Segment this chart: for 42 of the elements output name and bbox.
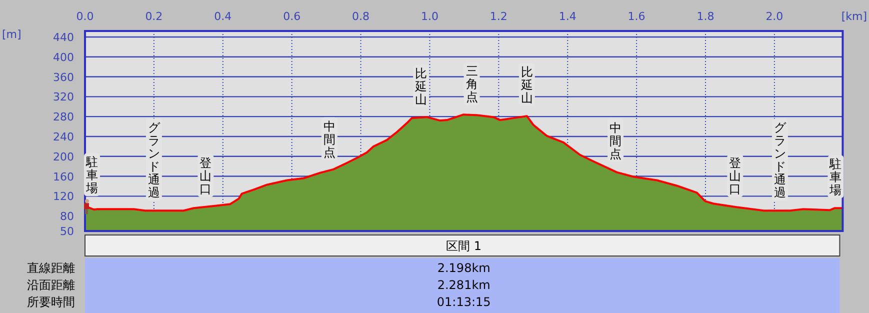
annotation: 比延山: [520, 65, 533, 106]
y-tick-label: 50: [60, 225, 74, 238]
y-tick-label: 360: [53, 70, 74, 84]
annotation: 比延山: [414, 66, 428, 107]
text: 沿面距離: [27, 278, 75, 292]
x-tick-label: 1.6: [628, 10, 646, 23]
text: 2.198km: [437, 261, 490, 275]
y-tick-label: 160: [53, 170, 74, 184]
y-tick-label: 200: [53, 150, 74, 164]
y-tick-label: 120: [53, 190, 74, 204]
annotation: 登山口: [200, 156, 212, 196]
x-tick-label: 1.2: [490, 10, 508, 23]
x-tick-label: 1.4: [558, 10, 576, 23]
y-tick-label: 400: [53, 50, 74, 64]
y-axis-title: [m]: [2, 28, 22, 41]
annotation: 三角点: [466, 64, 478, 104]
x-tick-label: 2.0: [766, 10, 784, 23]
annotation: グランド通過: [148, 120, 161, 200]
x-tick-label: 0.8: [352, 10, 370, 23]
x-tick-label: 0.2: [145, 10, 163, 23]
annotation: 中間点: [610, 120, 622, 161]
annotation: 駐車場: [828, 157, 842, 198]
y-tick-label: 240: [53, 130, 74, 144]
annotation: 登山口: [729, 156, 742, 196]
x-tick-label: 0.0: [76, 10, 94, 23]
y-tick-label: 440: [53, 30, 74, 44]
y-tick-label: 280: [53, 110, 74, 124]
text: 所要時間: [27, 295, 75, 309]
annotation: 駐車場: [85, 155, 98, 196]
annotation: 中間点: [323, 119, 336, 160]
y-tick-label: 320: [53, 90, 74, 104]
x-tick-label: 1.8: [696, 10, 714, 23]
text: 区間 1: [446, 239, 482, 253]
annotation: グランド通過: [774, 120, 787, 200]
x-axis-title: [km]: [841, 10, 867, 23]
text: 直線距離: [27, 261, 75, 275]
text: 01:13:15: [436, 295, 491, 309]
x-tick-label: 0.6: [283, 10, 301, 23]
text: 2.281km: [437, 278, 490, 292]
x-tick-label: 0.4: [214, 10, 232, 23]
x-tick-label: 1.0: [420, 10, 438, 23]
y-tick-label: 80: [60, 210, 74, 224]
